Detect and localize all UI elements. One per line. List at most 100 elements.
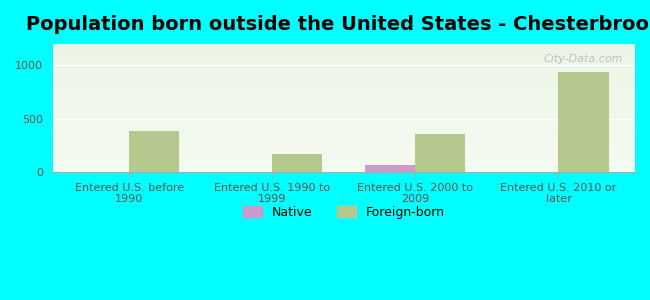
Bar bbox=[53, 131, 635, 133]
Title: Population born outside the United States - Chesterbrook: Population born outside the United State… bbox=[26, 15, 650, 34]
Bar bbox=[53, 58, 635, 59]
Bar bbox=[53, 97, 635, 98]
Bar bbox=[53, 124, 635, 125]
Bar bbox=[53, 80, 635, 81]
Bar bbox=[53, 104, 635, 106]
Bar bbox=[365, 165, 415, 172]
Bar bbox=[53, 128, 635, 129]
Bar bbox=[53, 170, 635, 171]
Bar bbox=[53, 95, 635, 97]
Bar bbox=[53, 111, 635, 112]
Bar bbox=[53, 143, 635, 144]
Bar bbox=[53, 50, 635, 52]
Bar bbox=[53, 126, 635, 128]
Bar bbox=[53, 45, 635, 46]
Bar bbox=[53, 162, 635, 163]
Bar bbox=[53, 139, 635, 140]
Bar bbox=[53, 157, 635, 158]
Bar bbox=[53, 93, 635, 94]
Bar bbox=[53, 82, 635, 84]
Bar bbox=[53, 171, 635, 172]
Bar bbox=[53, 118, 635, 120]
Bar bbox=[53, 102, 635, 103]
Bar bbox=[53, 107, 635, 108]
Bar bbox=[53, 103, 635, 104]
Bar bbox=[53, 112, 635, 113]
Bar bbox=[53, 165, 635, 166]
Bar bbox=[53, 129, 635, 130]
Bar bbox=[53, 53, 635, 54]
Bar bbox=[53, 154, 635, 156]
Bar bbox=[53, 116, 635, 117]
Bar bbox=[53, 99, 635, 100]
Bar bbox=[53, 89, 635, 90]
Bar bbox=[558, 72, 608, 172]
Bar bbox=[53, 77, 635, 79]
Bar bbox=[53, 151, 635, 152]
Bar bbox=[53, 92, 635, 93]
Bar bbox=[53, 113, 635, 115]
Bar bbox=[53, 54, 635, 56]
Bar bbox=[53, 147, 635, 148]
Bar bbox=[53, 140, 635, 142]
Bar bbox=[53, 142, 635, 143]
Text: City-Data.com: City-Data.com bbox=[544, 54, 623, 64]
Bar bbox=[53, 133, 635, 134]
Bar bbox=[53, 94, 635, 95]
Bar bbox=[53, 117, 635, 118]
Bar bbox=[53, 158, 635, 160]
Bar bbox=[53, 144, 635, 145]
Bar bbox=[53, 63, 635, 64]
Bar bbox=[415, 134, 465, 172]
Bar bbox=[53, 61, 635, 62]
Bar bbox=[53, 121, 635, 122]
Bar bbox=[53, 149, 635, 151]
Bar bbox=[53, 52, 635, 53]
Bar bbox=[53, 90, 635, 92]
Bar bbox=[53, 152, 635, 153]
Bar bbox=[53, 115, 635, 116]
Bar bbox=[53, 86, 635, 88]
Bar bbox=[53, 136, 635, 138]
Bar bbox=[53, 145, 635, 147]
Bar bbox=[53, 59, 635, 61]
Bar bbox=[53, 134, 635, 135]
Bar bbox=[53, 153, 635, 154]
Bar bbox=[53, 67, 635, 68]
Bar bbox=[53, 79, 635, 80]
Bar bbox=[53, 125, 635, 126]
Bar bbox=[53, 81, 635, 82]
Bar bbox=[53, 48, 635, 49]
Bar bbox=[53, 106, 635, 107]
Bar bbox=[53, 120, 635, 121]
Bar bbox=[53, 74, 635, 75]
Bar bbox=[53, 70, 635, 71]
Bar bbox=[53, 163, 635, 165]
Bar bbox=[53, 148, 635, 149]
Bar bbox=[53, 85, 635, 86]
Bar bbox=[53, 64, 635, 66]
Bar bbox=[53, 160, 635, 161]
Bar bbox=[53, 88, 635, 89]
Bar bbox=[53, 168, 635, 170]
Bar bbox=[53, 49, 635, 50]
Bar bbox=[53, 156, 635, 157]
Bar bbox=[53, 56, 635, 57]
Bar bbox=[53, 135, 635, 136]
Bar bbox=[53, 71, 635, 72]
Bar bbox=[53, 68, 635, 70]
Bar bbox=[53, 44, 635, 45]
Bar bbox=[53, 166, 635, 167]
Bar bbox=[53, 161, 635, 162]
Bar bbox=[53, 76, 635, 77]
Bar bbox=[53, 138, 635, 139]
Bar bbox=[53, 66, 635, 67]
Bar bbox=[129, 130, 179, 172]
Bar bbox=[53, 84, 635, 85]
Bar bbox=[53, 75, 635, 76]
Legend: Native, Foreign-born: Native, Foreign-born bbox=[238, 201, 450, 224]
Bar bbox=[53, 62, 635, 63]
Bar bbox=[53, 167, 635, 168]
Bar bbox=[53, 130, 635, 131]
Bar bbox=[53, 100, 635, 102]
